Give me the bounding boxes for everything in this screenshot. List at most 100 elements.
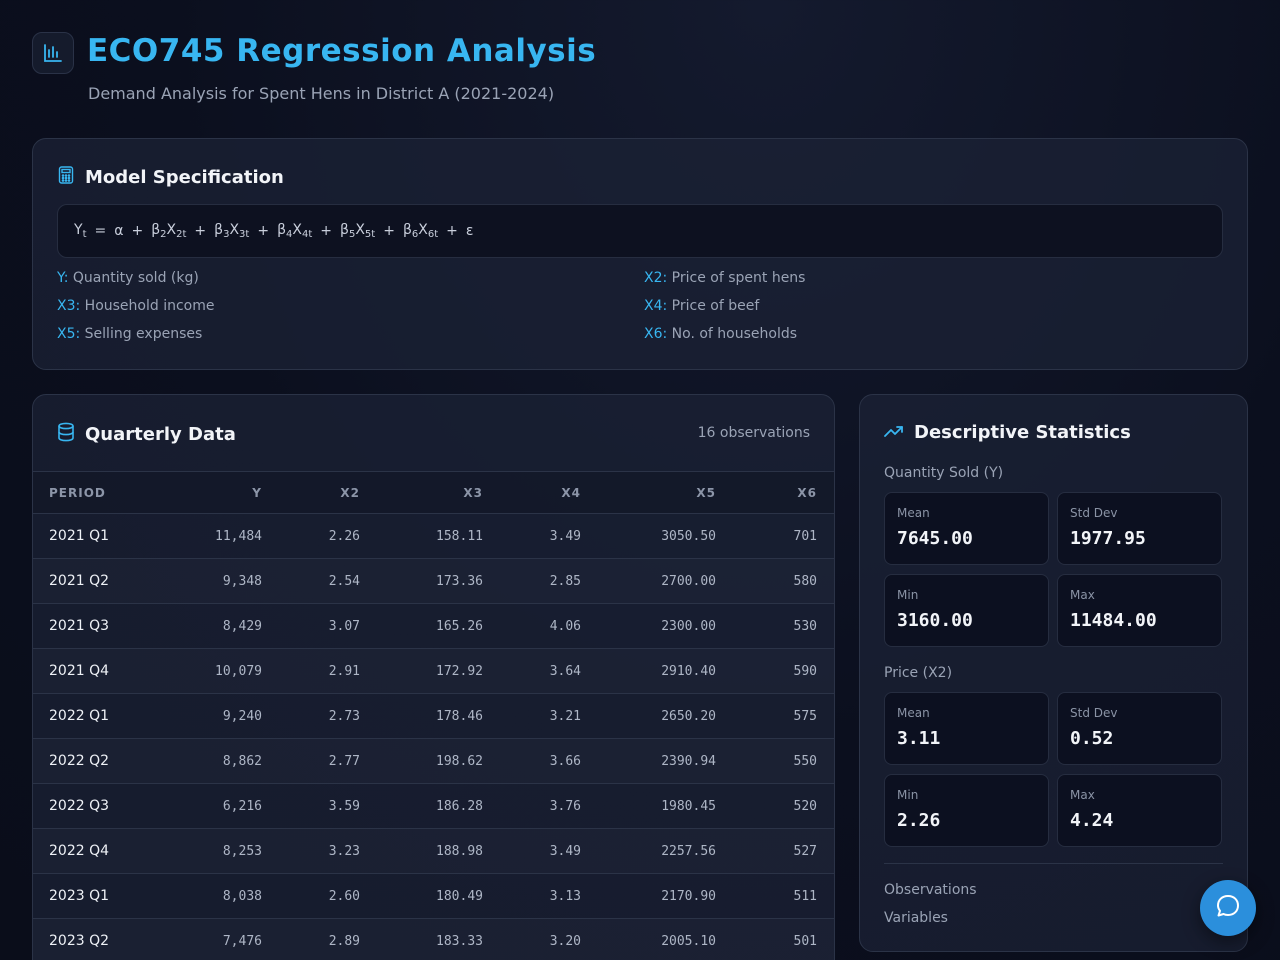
value-cell: 511 <box>793 888 817 904</box>
table-row[interactable]: 2023 Q2 7,476 2.89 183.33 3.20 2005.10 501 <box>33 919 834 960</box>
value-cell: 4.06 <box>549 618 581 634</box>
period-cell: 2022 Q2 <box>49 753 110 769</box>
value-cell: 2257.56 <box>661 843 716 859</box>
value-cell: 701 <box>793 528 817 544</box>
column-header[interactable]: X4 <box>561 485 581 500</box>
model-specification-card: Model Specification Yt = α + β2X2t + β3X… <box>32 138 1248 370</box>
value-cell: 2.77 <box>328 753 360 769</box>
value-cell: 6,216 <box>222 798 262 814</box>
bar-chart-icon <box>32 32 74 74</box>
calculator-icon <box>57 166 75 188</box>
value-cell: 2700.00 <box>661 573 716 589</box>
value-cell: 2.91 <box>328 663 360 679</box>
value-cell: 3.76 <box>549 798 581 814</box>
chat-bubble-icon <box>1215 893 1241 923</box>
value-cell: 501 <box>793 933 817 949</box>
column-header[interactable]: Y <box>252 485 262 500</box>
variable-item: X6: No. of households <box>644 326 798 342</box>
value-cell: 1980.45 <box>661 798 716 814</box>
value-cell: 2.85 <box>549 573 581 589</box>
table-row[interactable]: 2021 Q1 11,484 2.26 158.11 3.49 3050.50 701 <box>33 514 834 559</box>
value-cell: 165.26 <box>436 618 483 634</box>
value-cell: 580 <box>793 573 817 589</box>
formula-error: ε <box>465 223 474 239</box>
stat-card: Mean 3.11 <box>884 692 1049 765</box>
column-header[interactable]: X2 <box>340 485 360 500</box>
variable-item: X2: Price of spent hens <box>644 270 806 286</box>
column-header[interactable]: X3 <box>463 485 483 500</box>
stat-value: 0.52 <box>1070 728 1114 749</box>
value-cell: 2650.20 <box>661 708 716 724</box>
stat-label: Std Dev <box>1070 706 1118 720</box>
period-cell: 2021 Q3 <box>49 618 110 634</box>
value-cell: 172.92 <box>436 663 483 679</box>
value-cell: 11,484 <box>215 528 262 544</box>
stat-value: 3.11 <box>897 728 941 749</box>
table-row[interactable]: 2022 Q1 9,240 2.73 178.46 3.21 2650.20 575 <box>33 694 834 739</box>
stat-value: 3160.00 <box>897 610 973 631</box>
period-cell: 2021 Q1 <box>49 528 110 544</box>
formula-term: β6X6t <box>402 222 439 240</box>
stat-value: 7645.00 <box>897 528 973 549</box>
table-row[interactable]: 2021 Q3 8,429 3.07 165.26 4.06 2300.00 530 <box>33 604 834 649</box>
observations-label: Observations <box>884 882 977 898</box>
variable-item: X4: Price of beef <box>644 298 760 314</box>
value-cell: 2.54 <box>328 573 360 589</box>
table-row[interactable]: 2022 Q4 8,253 3.23 188.98 3.49 2257.56 527 <box>33 829 834 874</box>
value-cell: 7,476 <box>222 933 262 949</box>
column-header[interactable]: PERIOD <box>49 485 106 500</box>
stat-card: Max 4.24 <box>1057 774 1222 847</box>
variable-item: Y: Quantity sold (kg) <box>57 270 199 286</box>
variables-label: Variables <box>884 910 948 926</box>
formula-term: β3X3t <box>214 222 250 240</box>
stats-section-label: Quantity Sold (Y) <box>884 465 1004 481</box>
table-row[interactable]: 2021 Q2 9,348 2.54 173.36 2.85 2700.00 580 <box>33 559 834 604</box>
period-cell: 2023 Q1 <box>49 888 110 904</box>
value-cell: 550 <box>793 753 817 769</box>
stat-card: Std Dev 0.52 <box>1057 692 1222 765</box>
value-cell: 186.28 <box>436 798 483 814</box>
variable-item: X5: Selling expenses <box>57 326 203 342</box>
formula-term: β2X2t <box>151 222 187 240</box>
stat-value: 1977.95 <box>1070 528 1146 549</box>
value-cell: 527 <box>793 843 817 859</box>
value-cell: 3.13 <box>549 888 581 904</box>
period-cell: 2022 Q1 <box>49 708 110 724</box>
stat-card: Max 11484.00 <box>1057 574 1222 647</box>
value-cell: 8,429 <box>222 618 262 634</box>
table-header-row: PERIOD Y X2 X3 X4 X5 X6 <box>33 471 834 514</box>
table-row[interactable]: 2021 Q4 10,079 2.91 172.92 3.64 2910.40 590 <box>33 649 834 694</box>
stats-section-label: Price (X2) <box>884 665 953 681</box>
period-cell: 2021 Q4 <box>49 663 110 679</box>
table-row[interactable]: 2023 Q1 8,038 2.60 180.49 3.13 2170.90 511 <box>33 874 834 919</box>
value-cell: 575 <box>793 708 817 724</box>
value-cell: 8,038 <box>222 888 262 904</box>
value-cell: 9,240 <box>222 708 262 724</box>
value-cell: 3.23 <box>328 843 360 859</box>
regression-formula: Yt = α + β2X2t + β3X3t + β4X4t + β5X5t +… <box>57 204 1223 258</box>
page-subtitle: Demand Analysis for Spent Hens in Distri… <box>88 84 555 103</box>
formula-lhs: Yt <box>74 222 87 240</box>
value-cell: 180.49 <box>436 888 483 904</box>
quarterly-data-card: Quarterly Data 16 observations PERIOD Y … <box>32 394 835 960</box>
stat-label: Max <box>1070 588 1095 602</box>
value-cell: 9,348 <box>222 573 262 589</box>
value-cell: 2390.94 <box>661 753 716 769</box>
value-cell: 188.98 <box>436 843 483 859</box>
period-cell: 2022 Q4 <box>49 843 110 859</box>
table-row[interactable]: 2022 Q3 6,216 3.59 186.28 3.76 1980.45 520 <box>33 784 834 829</box>
descriptive-statistics-card: Descriptive Statistics Quantity Sold (Y)… <box>859 394 1248 952</box>
value-cell: 2.26 <box>328 528 360 544</box>
value-cell: 183.33 <box>436 933 483 949</box>
stat-label: Max <box>1070 788 1095 802</box>
trending-up-icon <box>884 423 904 442</box>
stat-value: 11484.00 <box>1070 610 1157 631</box>
value-cell: 2.60 <box>328 888 360 904</box>
column-header[interactable]: X6 <box>797 485 817 500</box>
database-icon <box>57 422 75 446</box>
table-row[interactable]: 2022 Q2 8,862 2.77 198.62 3.66 2390.94 550 <box>33 739 834 784</box>
value-cell: 10,079 <box>215 663 262 679</box>
column-header[interactable]: X5 <box>696 485 716 500</box>
chat-button[interactable] <box>1200 880 1256 936</box>
quarterly-data-title: Quarterly Data <box>85 423 236 445</box>
